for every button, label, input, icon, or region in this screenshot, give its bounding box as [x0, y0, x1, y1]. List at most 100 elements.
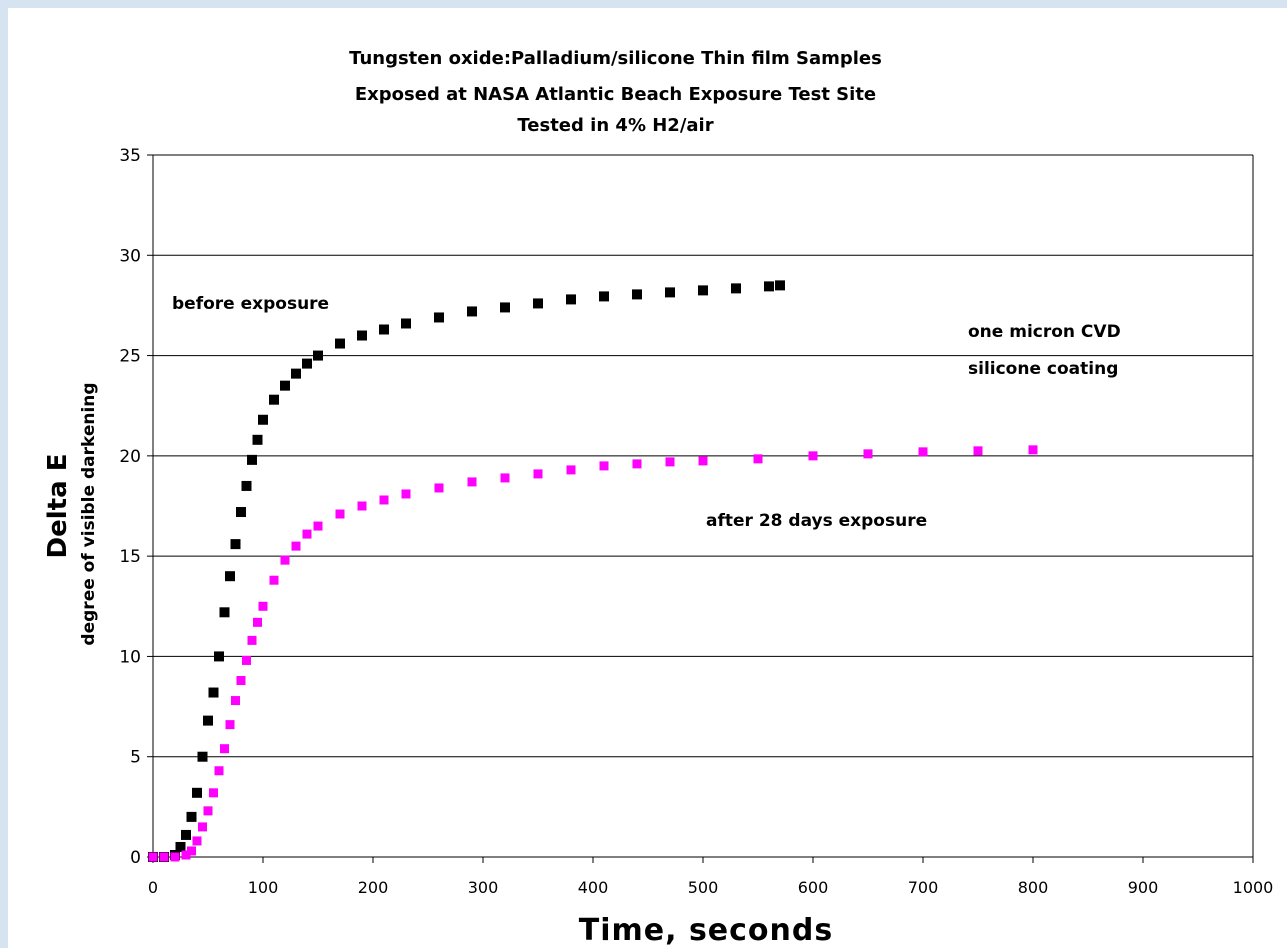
point-before-14 [236, 507, 246, 518]
annotation-before-exposure: before exposure [172, 294, 329, 314]
point-after-18 [269, 575, 279, 585]
ticks: 0 5 10 15 20 25 30 35 0 100 200 300 400 500 600 700 800 9… [119, 146, 1273, 897]
point-after-11 [225, 720, 235, 730]
xtick-label-500: 500 [688, 878, 719, 897]
xtick-label-0: 0 [148, 878, 158, 897]
point-after-37 [808, 451, 818, 461]
point-before-10 [214, 651, 224, 662]
point-after-4 [187, 846, 196, 856]
point-after-31 [566, 465, 576, 475]
point-after-1 [159, 852, 169, 862]
grid [153, 154, 1253, 758]
point-before-38 [764, 281, 774, 292]
annotation-coating-line-2: silicone coating [968, 359, 1118, 379]
xtick-label-300: 300 [468, 878, 499, 897]
point-after-36 [753, 454, 763, 464]
point-after-21 [302, 529, 312, 539]
point-before-25 [357, 330, 367, 341]
point-after-7 [203, 806, 213, 816]
xtick-label-400: 400 [578, 878, 609, 897]
xtick-label-100: 100 [248, 878, 279, 897]
point-before-27 [401, 318, 411, 329]
annotation-coating-line-1: one micron CVD [968, 322, 1121, 342]
point-after-28 [467, 477, 477, 487]
point-after-22 [313, 521, 323, 531]
ytick-label-10: 10 [119, 647, 141, 667]
chart-title-line-1: Tungsten oxide:Palladium/silicone Thin f… [349, 48, 882, 69]
ytick-label-30: 30 [119, 246, 141, 266]
point-before-21 [291, 368, 301, 379]
point-after-0 [148, 852, 158, 862]
point-before-32 [566, 294, 576, 305]
point-before-33 [599, 291, 609, 302]
point-before-6 [192, 787, 202, 798]
y-axis-label: Delta E [43, 454, 73, 559]
point-after-33 [632, 459, 642, 469]
point-after-13 [236, 675, 246, 685]
axes [152, 155, 1254, 858]
point-before-24 [335, 338, 345, 349]
point-after-5 [192, 836, 202, 846]
point-after-16 [253, 617, 262, 627]
point-before-39 [775, 280, 785, 291]
marks [148, 280, 1038, 862]
series-after [148, 445, 1038, 862]
xtick-label-200: 200 [358, 878, 389, 897]
point-before-7 [197, 751, 208, 762]
point-before-35 [665, 287, 675, 298]
point-before-28 [434, 312, 444, 323]
point-before-9 [208, 687, 219, 698]
point-before-18 [258, 414, 268, 425]
chart-title-line-2: Exposed at NASA Atlantic Beach Exposure … [354, 84, 877, 105]
point-after-30 [533, 469, 543, 479]
point-after-9 [214, 766, 224, 776]
point-before-36 [698, 285, 708, 296]
point-before-13 [230, 539, 241, 550]
ytick-label-15: 15 [119, 547, 141, 567]
xtick-label-800: 800 [1018, 878, 1049, 897]
point-after-3 [181, 850, 191, 860]
point-after-32 [599, 461, 609, 471]
point-after-12 [231, 696, 240, 706]
point-before-34 [632, 289, 642, 300]
point-after-2 [170, 852, 180, 862]
point-after-10 [220, 744, 229, 754]
point-after-17 [258, 601, 268, 611]
ytick-label-5: 5 [130, 748, 141, 768]
point-before-37 [731, 283, 741, 294]
xtick-label-1000: 1000 [1233, 878, 1274, 897]
ytick-label-25: 25 [119, 347, 141, 367]
point-before-12 [225, 571, 235, 582]
point-after-39 [918, 447, 928, 457]
chart-frame [8, 8, 1287, 948]
ytick-label-0: 0 [130, 848, 141, 868]
point-before-16 [247, 454, 257, 465]
point-after-23 [335, 509, 345, 519]
point-after-38 [863, 449, 873, 459]
xtick-label-600: 600 [798, 878, 829, 897]
point-before-8 [203, 715, 213, 726]
point-before-5 [186, 811, 197, 822]
x-axis-label: Time, seconds [579, 913, 833, 948]
xtick-label-900: 900 [1128, 878, 1159, 897]
point-after-35 [698, 456, 708, 466]
point-after-29 [500, 473, 510, 483]
point-after-15 [247, 635, 257, 645]
point-after-27 [434, 483, 444, 493]
point-before-26 [379, 324, 389, 335]
series-before [148, 280, 785, 862]
point-after-26 [401, 489, 411, 499]
point-after-41 [1028, 445, 1038, 455]
point-before-20 [280, 380, 290, 391]
point-after-40 [973, 446, 983, 456]
point-before-30 [500, 302, 510, 313]
xtick-label-700: 700 [908, 878, 939, 897]
point-before-4 [181, 829, 191, 840]
point-after-25 [379, 495, 389, 505]
y-axis-sublabel: degree of visible darkening [79, 382, 99, 645]
point-before-3 [175, 841, 186, 852]
point-before-23 [313, 350, 323, 361]
point-before-19 [269, 394, 279, 405]
point-after-24 [357, 501, 367, 511]
